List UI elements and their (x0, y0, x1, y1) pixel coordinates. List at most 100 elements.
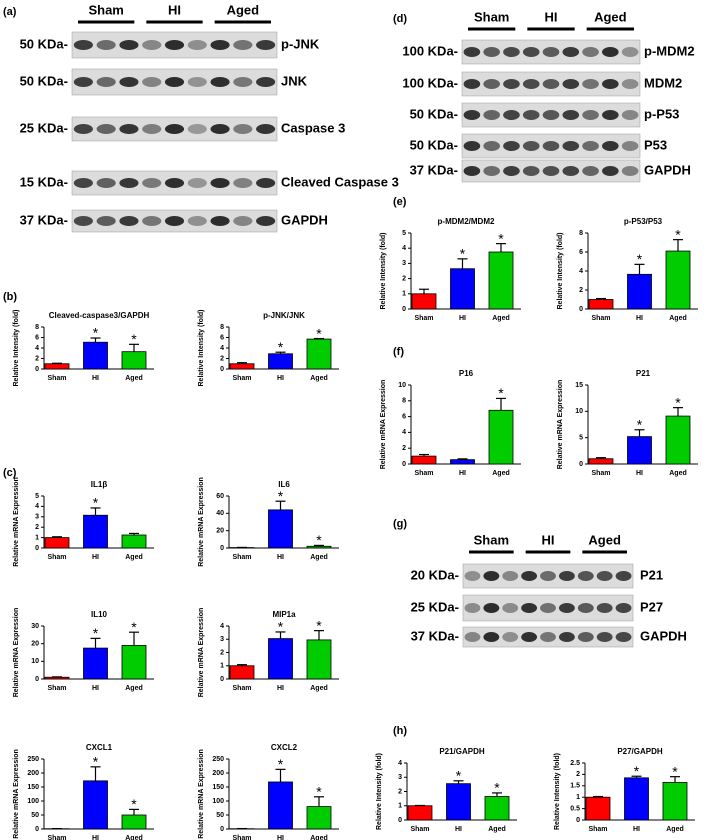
chart-title: p-MDM2/MDM2 (438, 217, 495, 226)
band (164, 40, 185, 50)
significance-mark: * (634, 763, 640, 779)
significance-mark: * (93, 625, 99, 641)
y-tick-label: 0 (35, 366, 39, 373)
y-axis-label: Relative mRNA Expression (13, 477, 20, 567)
band (503, 79, 520, 89)
y-tick-label: 8 (402, 398, 406, 405)
bar (306, 639, 332, 680)
significance-mark: * (278, 619, 284, 635)
band (187, 77, 207, 87)
chart-title: P27/GAPDH (617, 747, 663, 756)
bar (488, 251, 514, 310)
band (119, 216, 139, 226)
x-tick-label: Aged (492, 315, 510, 322)
band (463, 141, 481, 151)
x-tick-label: Sham (47, 685, 66, 692)
panel-label: (c) (3, 467, 17, 479)
y-tick-label: 8 (35, 324, 39, 331)
x-tick-label: Aged (310, 685, 328, 692)
y-axis-label: Relative Intensity (fold) (13, 309, 20, 386)
band (73, 77, 93, 87)
y-tick-label: 0 (35, 676, 39, 683)
bar (121, 645, 147, 680)
y-tick-label: 4 (220, 623, 224, 630)
band (187, 216, 207, 226)
y-tick-label: 1 (398, 803, 402, 810)
y-axis-label: Relative mRNA Expression (198, 749, 205, 839)
band (542, 166, 560, 176)
y-tick-label: 0 (398, 817, 402, 824)
band (582, 110, 599, 120)
x-tick-label: Sham (410, 826, 429, 833)
band (463, 79, 481, 89)
band (464, 632, 481, 642)
y-tick-label: 100 (27, 798, 39, 805)
bar (588, 299, 614, 310)
y-tick-label: 0 (220, 676, 224, 683)
panel-label: (b) (3, 291, 17, 303)
significance-mark: * (637, 416, 643, 432)
bar (450, 459, 475, 465)
x-tick-label: HI (636, 315, 643, 322)
band (596, 603, 613, 613)
bar (446, 783, 471, 821)
group-label: Aged (588, 532, 621, 547)
significance-mark: * (494, 780, 500, 796)
y-tick-label: 1.5 (570, 783, 580, 790)
band (256, 77, 276, 87)
group-label: HI (168, 2, 181, 17)
band (96, 40, 116, 50)
band (602, 110, 619, 120)
y-tick-label: 0 (579, 306, 583, 313)
band (463, 47, 481, 57)
band (464, 603, 481, 613)
y-tick-label: 2 (220, 649, 224, 656)
band (210, 178, 230, 188)
band (483, 79, 500, 89)
y-tick-label: 50 (31, 812, 39, 819)
bar (488, 409, 514, 465)
band (483, 110, 500, 120)
chart-title: Cleaved-caspase3/GAPDH (49, 311, 150, 320)
x-tick-label: Sham (588, 826, 607, 833)
band (119, 178, 139, 188)
x-tick-label: Sham (47, 554, 66, 561)
y-tick-label: 10 (398, 382, 406, 389)
bar (627, 273, 652, 310)
significance-mark: * (316, 325, 322, 341)
y-axis-label: Relative mRNA Expression (13, 608, 20, 698)
protein-label: P21 (640, 567, 663, 582)
y-axis-label: Relative Intensity (fold) (557, 232, 564, 309)
band (164, 77, 185, 87)
y-tick-label: 2 (402, 275, 406, 282)
bar (83, 341, 108, 370)
band (558, 632, 575, 642)
y-tick-label: 8 (220, 324, 224, 331)
y-tick-label: 0 (579, 461, 583, 468)
y-tick-label: 150 (212, 784, 224, 791)
y-tick-label: 6 (402, 413, 406, 420)
y-tick-label: 6 (35, 334, 39, 341)
x-tick-label: Aged (669, 470, 687, 477)
band (558, 603, 575, 613)
x-tick-label: Aged (310, 554, 328, 561)
chart-title: MIP1a (272, 610, 296, 619)
x-tick-label: Sham (591, 315, 610, 322)
group-label: HI (542, 532, 555, 547)
panel-label: (e) (393, 196, 407, 208)
size-label: 50 KDa- (410, 137, 458, 152)
panel-label: (f) (393, 346, 404, 358)
group-label: Aged (594, 9, 627, 24)
band (96, 124, 116, 134)
y-axis-label: Relative Intensity (fold) (554, 753, 561, 830)
y-tick-label: 4 (220, 345, 224, 352)
x-tick-label: Sham (414, 470, 433, 477)
x-tick-label: Aged (125, 375, 143, 382)
band (522, 110, 540, 120)
size-label: 50 KDa- (20, 36, 68, 51)
y-tick-label: 250 (27, 756, 39, 763)
band (73, 40, 93, 50)
band (483, 571, 500, 581)
bar (83, 514, 108, 549)
band (602, 166, 619, 176)
